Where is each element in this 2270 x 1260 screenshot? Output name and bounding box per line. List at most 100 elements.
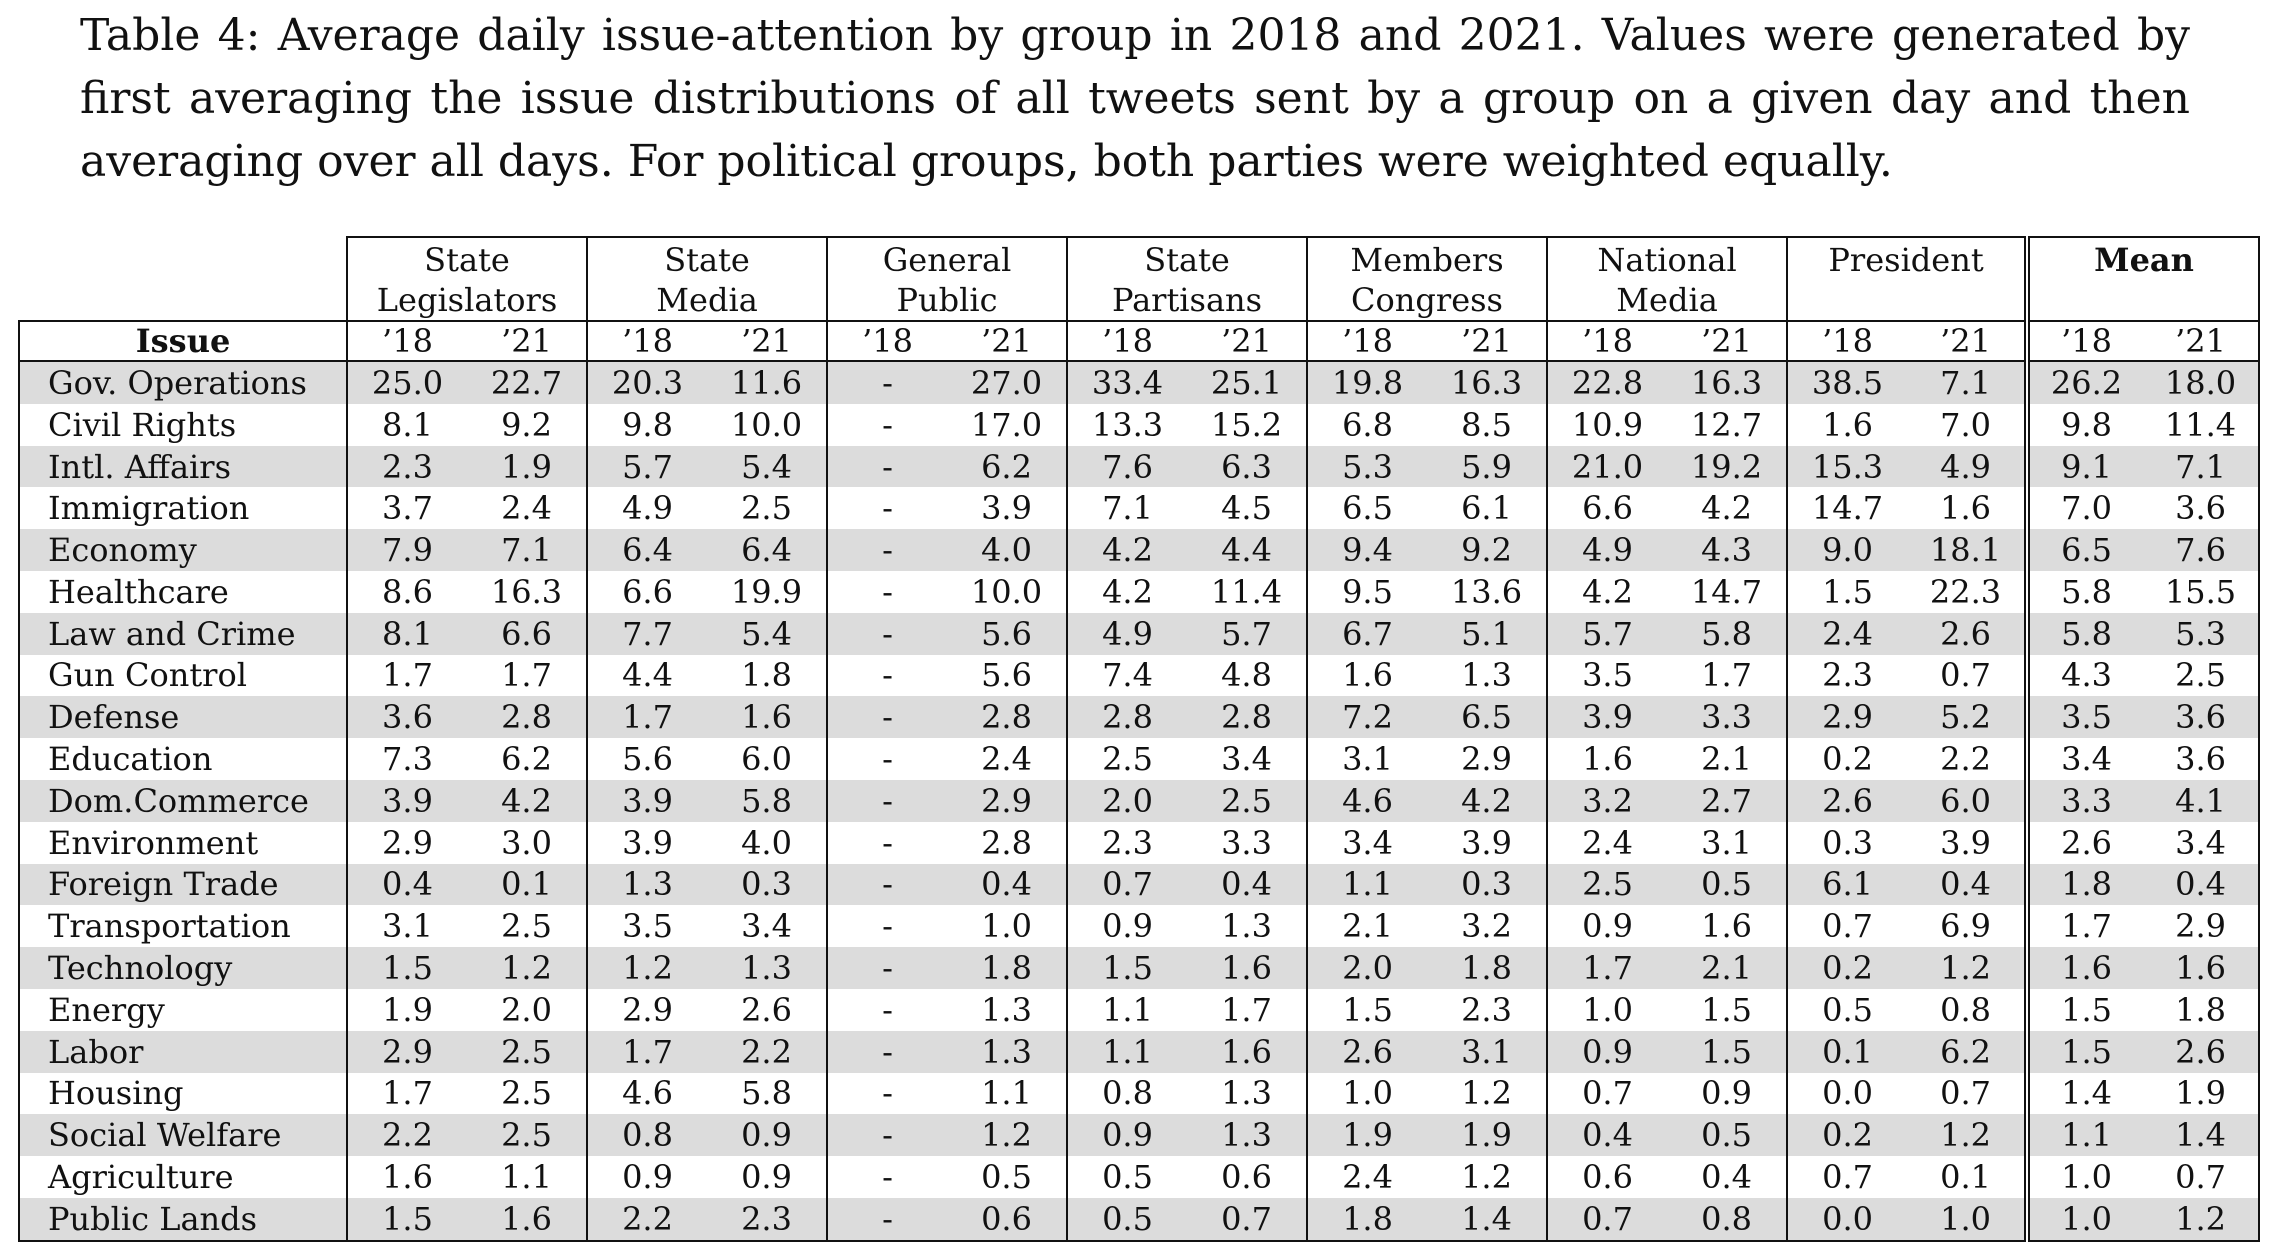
group-header-row: State Legislators State Media General Public S… <box>19 236 2261 321</box>
value-cell: 16.3 <box>467 571 589 613</box>
value-cell: 6.7 <box>1306 612 1428 655</box>
value-cell: 15.5 <box>2143 571 2261 613</box>
value-cell: 20.3 <box>586 361 708 404</box>
value-cell: 3.3 <box>1667 696 1789 739</box>
value-cell: 0.1 <box>1907 1156 2029 1198</box>
value-cell: 2.1 <box>1306 905 1428 948</box>
value-cell: 1.8 <box>707 654 829 697</box>
value-cell: 0.4 <box>346 863 467 906</box>
value-cell: 6.2 <box>467 738 589 780</box>
value-cell: 1.8 <box>1427 947 1549 989</box>
value-cell: 5.4 <box>707 612 829 655</box>
value-cell: 2.6 <box>2024 821 2144 864</box>
value-cell: 1.2 <box>1427 1072 1549 1115</box>
year-header: ’18 <box>1786 320 1908 362</box>
value-cell: 1.6 <box>1907 487 2029 530</box>
year-header: ’21 <box>1907 320 2029 362</box>
value-cell: 16.3 <box>1427 361 1549 404</box>
table-row: Agriculture 1.6 1.1 0.9 0.9-0.5 0.5 0.6 2.4 1.2 0… <box>18 1156 2261 1198</box>
value-cell: 1.0 <box>1907 1197 2029 1243</box>
value-cell: 0.7 <box>2143 1156 2261 1198</box>
value-cell: 2.1 <box>1667 738 1789 780</box>
value-cell: 1.2 <box>1907 947 2029 989</box>
value-cell: - <box>826 1197 948 1243</box>
value-cell: 14.7 <box>1667 571 1789 613</box>
value-cell: 2.5 <box>467 1072 589 1115</box>
value-cell: 1.5 <box>1667 1030 1789 1073</box>
value-cell: 3.5 <box>1546 654 1668 697</box>
value-cell: - <box>826 863 948 906</box>
value-cell: 5.6 <box>947 654 1069 697</box>
value-cell: 7.3 <box>346 738 467 780</box>
issue-cell: Foreign Trade <box>18 863 348 906</box>
group-header: Mean <box>2024 236 2261 321</box>
value-cell: 22.8 <box>1546 361 1668 404</box>
value-cell: 1.6 <box>1546 738 1668 780</box>
value-cell: 4.3 <box>2024 654 2144 697</box>
value-cell: 15.3 <box>1786 445 1908 488</box>
value-cell: 2.2 <box>346 1114 467 1157</box>
value-cell: - <box>826 821 948 864</box>
value-cell: - <box>826 905 948 948</box>
year-header: ’21 <box>467 320 589 362</box>
value-cell: 2.5 <box>2143 654 2261 697</box>
value-cell: 1.9 <box>1306 1114 1428 1157</box>
issue-cell: Transportation <box>18 905 348 948</box>
value-cell: 0.5 <box>1786 988 1908 1031</box>
value-cell: 3.6 <box>2143 696 2261 739</box>
value-cell: 1.3 <box>586 863 708 906</box>
year-header: ’18 <box>826 320 948 362</box>
value-cell: 2.4 <box>1546 821 1668 864</box>
value-cell: 2.0 <box>1306 947 1428 989</box>
value-cell: 1.3 <box>1187 1114 1309 1157</box>
value-cell: 0.4 <box>1907 863 2029 906</box>
value-cell: 2.9 <box>1786 696 1908 739</box>
value-cell: 7.7 <box>586 612 708 655</box>
value-cell: 4.6 <box>586 1072 708 1115</box>
value-cell: 0.2 <box>1786 738 1908 780</box>
value-cell: 3.9 <box>346 779 467 822</box>
value-cell: 1.6 <box>346 1156 467 1198</box>
table-row: Housing 1.7 2.5 4.6 5.8-1.1 0.8 1.3 1.0 1.2 0.7 0.… <box>18 1072 2261 1115</box>
value-cell: 0.9 <box>1546 905 1668 948</box>
value-cell: 2.8 <box>1066 696 1188 739</box>
group-header: Members Congress <box>1306 236 1549 321</box>
value-cell: 1.0 <box>1306 1072 1428 1115</box>
value-cell: 0.6 <box>1187 1156 1309 1198</box>
value-cell: 1.7 <box>1667 654 1789 697</box>
year-header-row: Issue ’18’21’18’21’18’21’18’21’18’21’18’2… <box>18 320 2261 362</box>
value-cell: 6.0 <box>1907 779 2029 822</box>
value-cell: - <box>826 696 948 739</box>
value-cell: 2.8 <box>467 696 589 739</box>
value-cell: 6.0 <box>707 738 829 780</box>
value-cell: 0.5 <box>1066 1156 1188 1198</box>
value-cell: 6.6 <box>467 612 589 655</box>
value-cell: 6.5 <box>2024 529 2144 571</box>
value-cell: 4.2 <box>467 779 589 822</box>
value-cell: 6.6 <box>586 571 708 613</box>
value-cell: 1.6 <box>1187 947 1309 989</box>
value-cell: 4.8 <box>1187 654 1309 697</box>
value-cell: 15.2 <box>1187 403 1309 446</box>
value-cell: 3.2 <box>1427 905 1549 948</box>
value-cell: 2.9 <box>2143 905 2261 948</box>
value-cell: 1.4 <box>2143 1114 2261 1157</box>
issue-cell: Healthcare <box>18 571 348 613</box>
value-cell: - <box>826 1030 948 1073</box>
value-cell: - <box>826 445 948 488</box>
value-cell: 1.7 <box>346 654 467 697</box>
value-cell: 5.8 <box>707 1072 829 1115</box>
value-cell: 2.5 <box>467 905 589 948</box>
year-header: ’18 <box>1546 320 1668 362</box>
value-cell: 3.9 <box>1907 821 2029 864</box>
value-cell: 1.5 <box>1066 947 1188 989</box>
value-cell: 0.2 <box>1786 1114 1908 1157</box>
table-row: Energy 1.9 2.0 2.9 2.6-1.3 1.1 1.7 1.5 2.3 1.0 1.5… <box>18 988 2261 1031</box>
value-cell: 5.2 <box>1907 696 2029 739</box>
value-cell: - <box>826 988 948 1031</box>
value-cell: 2.6 <box>1306 1030 1428 1073</box>
value-cell: 0.3 <box>1427 863 1549 906</box>
value-cell: 2.8 <box>947 821 1069 864</box>
issue-cell: Law and Crime <box>18 612 348 655</box>
year-header: ’21 <box>1667 320 1789 362</box>
